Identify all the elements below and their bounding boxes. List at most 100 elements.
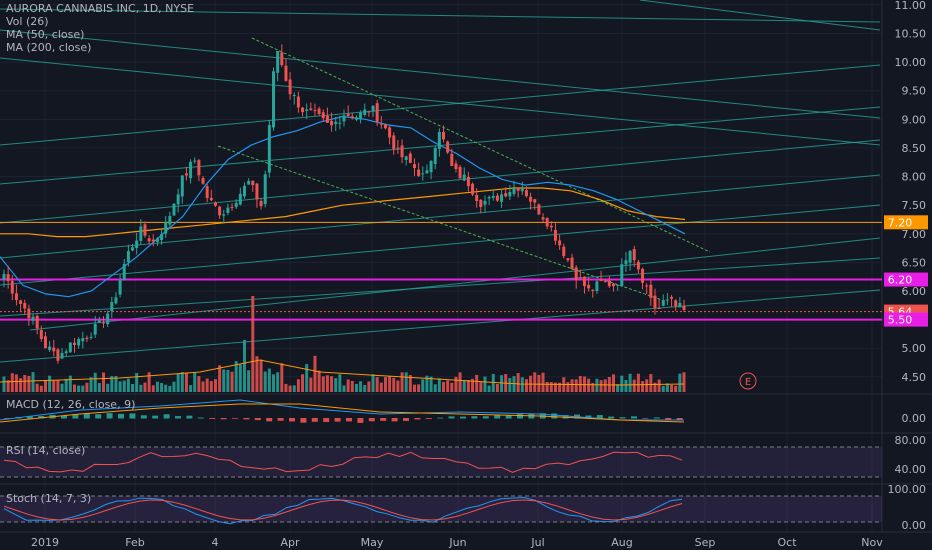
- candle-body: [641, 268, 645, 283]
- volume-bar: [143, 382, 147, 392]
- candle-body: [56, 349, 60, 361]
- candle-body: [616, 284, 620, 286]
- price-tick-label: 4.50: [902, 371, 927, 384]
- candle-body: [64, 351, 68, 354]
- candle-body: [363, 109, 367, 115]
- candle-body: [242, 185, 246, 197]
- rsi-pane-label[interactable]: RSI (14, close): [6, 444, 86, 457]
- time-tick-label: Oct: [777, 536, 797, 549]
- volume-bar: [259, 359, 263, 392]
- time-tick-label: May: [361, 536, 384, 549]
- volume-bar: [19, 378, 23, 392]
- volume-bar: [68, 375, 72, 392]
- macd-histogram-bar: [300, 418, 307, 423]
- channel-line: [0, 174, 881, 259]
- candle-body: [508, 192, 512, 197]
- volume-bar: [213, 379, 217, 392]
- volume-bar: [334, 378, 338, 392]
- volume-bar: [500, 375, 504, 392]
- volume-indicator-label[interactable]: Vol (26): [6, 15, 49, 28]
- macd-histogram-bar: [414, 418, 421, 420]
- macd-histogram-bar: [106, 413, 113, 419]
- time-tick-label: 4: [212, 536, 219, 549]
- candle-body: [562, 246, 566, 257]
- volume-bar: [657, 379, 661, 392]
- candles: [2, 44, 686, 364]
- volume-bar: [110, 376, 114, 392]
- candle-body: [500, 194, 504, 202]
- candle-body: [201, 178, 205, 184]
- candle-body: [587, 284, 591, 289]
- volume-bar: [375, 377, 379, 392]
- volume-bar: [267, 368, 271, 392]
- volume-bar: [164, 384, 168, 392]
- macd-histogram-bar: [403, 418, 409, 421]
- candle-body: [454, 163, 458, 169]
- ma200-indicator-label[interactable]: MA (200, close): [6, 41, 92, 54]
- candle-body: [595, 281, 599, 292]
- ma50-indicator-label[interactable]: MA (50, close): [6, 28, 85, 41]
- channel-line: [0, 29, 881, 119]
- volume-bar: [442, 381, 446, 392]
- volume-bar: [31, 372, 35, 392]
- volume-bar: [255, 356, 259, 392]
- volume-bar: [126, 378, 130, 392]
- candle-body: [27, 308, 31, 319]
- candle-body: [321, 112, 325, 119]
- candle-body: [529, 196, 533, 202]
- candle-body: [396, 147, 400, 149]
- candle-body: [259, 201, 263, 207]
- candle-body: [458, 166, 462, 179]
- macd-histogram-bar: [608, 416, 615, 419]
- stoch-pane: [0, 495, 882, 525]
- volume-bar: [558, 382, 562, 392]
- volume-bar: [553, 382, 557, 392]
- volume-bar: [52, 380, 56, 392]
- time-tick-label: Nov: [861, 536, 883, 549]
- candle-body: [135, 240, 139, 248]
- macd-histogram-bar: [619, 417, 626, 419]
- volume-bar: [288, 385, 292, 392]
- macd-histogram-bar: [72, 414, 79, 419]
- candle-body: [102, 322, 106, 324]
- volume-bar: [89, 377, 93, 392]
- price-tick-label: 6.50: [902, 256, 927, 269]
- macd-signal-line: [0, 403, 685, 423]
- volume-bar: [425, 375, 429, 392]
- candle-body: [400, 145, 404, 158]
- candle-body: [85, 337, 89, 339]
- volume-bar: [661, 385, 665, 392]
- volume-bar: [545, 381, 549, 392]
- candle-body: [189, 161, 193, 179]
- candle-body: [52, 347, 56, 352]
- candle-body: [272, 71, 276, 128]
- stoch-pane-label[interactable]: Stoch (14, 7, 3): [6, 492, 92, 505]
- price-tick-label: 6.00: [902, 285, 927, 298]
- macd-histogram-bar: [448, 416, 455, 419]
- candle-body: [429, 161, 433, 173]
- candle-body: [81, 338, 85, 342]
- macd-histogram-bar: [95, 414, 102, 419]
- volume-bar: [131, 384, 135, 392]
- volume-bar: [317, 370, 321, 392]
- volume-bar: [160, 382, 164, 392]
- volume-bar: [35, 383, 39, 392]
- candle-body: [72, 342, 76, 345]
- symbol-title[interactable]: AURORA CANNABIS INC, 1D, NYSE: [6, 2, 195, 15]
- candle-body: [578, 277, 582, 279]
- candle-body: [230, 206, 234, 208]
- channel-line: [29, 237, 881, 331]
- time-tick-label: Jun: [448, 536, 466, 549]
- macd-pane-label[interactable]: MACD (12, 26, close, 9): [6, 398, 136, 411]
- macd-histogram-bar: [38, 416, 45, 419]
- macd-tick-label: 0.00: [902, 412, 927, 425]
- volume-bar: [209, 381, 213, 392]
- volume-bar: [616, 384, 620, 392]
- volume-bar: [495, 384, 499, 392]
- candle-body: [421, 173, 425, 175]
- price-tick-label: 7.00: [902, 228, 927, 241]
- candle-body: [408, 153, 412, 163]
- volume-bar: [81, 385, 85, 392]
- volume-bar: [222, 369, 226, 392]
